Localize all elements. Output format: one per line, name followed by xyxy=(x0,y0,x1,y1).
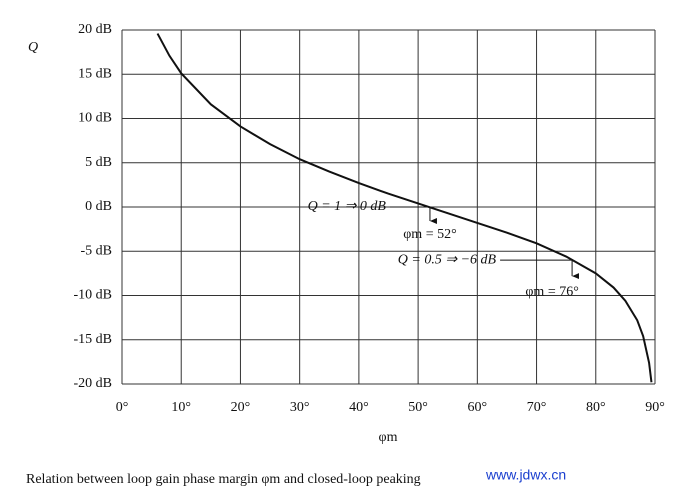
x-tick-label: 40° xyxy=(349,400,369,415)
x-tick-label: 20° xyxy=(231,400,251,415)
watermark: www.jdwx.cn xyxy=(485,467,566,483)
y-tick-label: 20 dB xyxy=(78,22,112,37)
x-axis-label: φm xyxy=(379,430,398,445)
y-tick-label: 0 dB xyxy=(85,199,112,214)
x-tick-label: 60° xyxy=(468,400,488,415)
x-tick-label: 30° xyxy=(290,400,310,415)
x-tick-label: 0° xyxy=(116,400,129,415)
annotation: Q = 1 ⇒ 0 dB xyxy=(308,199,387,214)
x-tick-label: 80° xyxy=(586,400,606,415)
annotation: φm = 76° xyxy=(525,284,578,299)
annotation: Q = 0.5 ⇒ −6 dB xyxy=(398,252,497,267)
x-tick-label: 10° xyxy=(171,400,191,415)
y-tick-label: -10 dB xyxy=(74,288,113,303)
y-tick-label: 5 dB xyxy=(85,155,112,170)
y-tick-label: -15 dB xyxy=(74,332,113,347)
x-tick-label: 90° xyxy=(645,400,665,415)
y-tick-label: -20 dB xyxy=(74,376,113,391)
annotation-arrow xyxy=(500,259,580,280)
annotation: φm = 52° xyxy=(403,227,456,242)
caption: Relation between loop gain phase margin … xyxy=(26,472,421,487)
x-tick-label: 70° xyxy=(527,400,547,415)
annotation-arrow xyxy=(389,206,437,224)
y-tick-label: 15 dB xyxy=(78,66,112,81)
data-line xyxy=(156,33,653,383)
y-tick-label: -5 dB xyxy=(81,243,113,258)
x-tick-label: 50° xyxy=(408,400,428,415)
y-tick-label: 10 dB xyxy=(78,111,112,126)
y-axis-label: Q xyxy=(28,40,38,55)
